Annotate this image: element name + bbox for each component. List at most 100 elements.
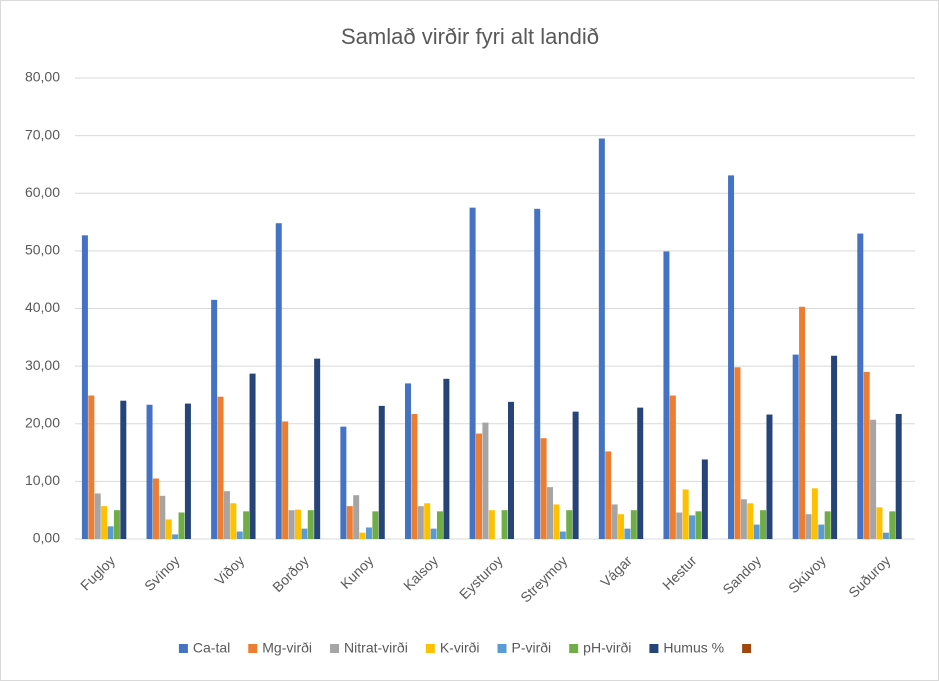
bar (876, 507, 883, 539)
bar (870, 419, 877, 539)
bar (824, 511, 831, 539)
bar (766, 414, 773, 539)
legend: Ca-tal Mg-virði Nitrat-virði K-virði P-virði… (178, 640, 752, 656)
bar (488, 510, 495, 539)
bar (211, 299, 218, 539)
bar (372, 511, 379, 539)
bar (689, 515, 696, 539)
bar (236, 531, 243, 539)
bar (443, 378, 450, 539)
chart-title: Samlað virðir fyri alt landið (341, 24, 599, 49)
bar (676, 512, 683, 539)
legend-label: Humus % (663, 640, 724, 656)
bar (107, 526, 114, 539)
y-tick-label: 10,00 (25, 472, 60, 488)
bar (243, 511, 250, 539)
legend-label: pH-virði (583, 640, 631, 656)
bar (547, 487, 554, 539)
bar (857, 233, 864, 539)
legend-label: P-virði (512, 640, 552, 656)
bar (695, 511, 702, 539)
bar (637, 407, 644, 539)
bar (534, 208, 541, 539)
bar (663, 251, 670, 540)
y-tick-label: 60,00 (25, 184, 60, 200)
bar (598, 138, 605, 539)
bar (566, 510, 573, 539)
bar (120, 400, 127, 539)
bar (701, 459, 708, 539)
bar (611, 504, 618, 539)
bar (146, 404, 153, 539)
bar (572, 411, 579, 539)
legend-swatch (742, 644, 752, 653)
bar (113, 510, 120, 539)
bar (359, 532, 366, 539)
bar (436, 511, 443, 539)
bar (94, 493, 101, 539)
bar (469, 207, 476, 539)
bar (682, 489, 689, 539)
bar (792, 354, 799, 539)
bar (353, 495, 360, 539)
bar (417, 506, 424, 539)
bar (294, 509, 301, 539)
bar (889, 511, 896, 539)
bar (178, 512, 185, 539)
bar (249, 373, 256, 539)
legend-label: Ca-tal (193, 640, 230, 656)
y-tick-label: 70,00 (25, 126, 60, 142)
bar (430, 528, 437, 539)
y-tick-label: 30,00 (25, 357, 60, 373)
bar (217, 396, 224, 539)
bar (378, 405, 385, 539)
bar (895, 413, 902, 539)
legend-swatch (330, 644, 340, 653)
bar (811, 488, 818, 539)
bar (618, 514, 625, 539)
legend-label: K-virði (440, 640, 480, 656)
legend-swatch (425, 644, 435, 653)
bar (365, 527, 372, 539)
bar (753, 524, 760, 539)
legend-swatch (497, 644, 507, 653)
legend-swatch (569, 644, 579, 653)
bar (605, 451, 612, 539)
bar (805, 514, 812, 539)
bar (275, 223, 282, 539)
bar (165, 519, 172, 539)
bar (223, 491, 230, 539)
bar (740, 499, 747, 539)
legend-swatch (248, 644, 258, 653)
bar (172, 534, 179, 539)
bar (346, 506, 353, 539)
bar (760, 510, 767, 539)
bar (230, 503, 237, 539)
bar (882, 532, 889, 539)
bar (734, 367, 741, 539)
bar (630, 510, 637, 539)
bar (404, 383, 411, 539)
bar (669, 395, 676, 539)
bar (559, 531, 566, 539)
bar (508, 401, 514, 539)
bar (482, 422, 489, 539)
legend-label: Mg-virði (262, 640, 312, 656)
bar (411, 413, 418, 539)
bar (340, 426, 347, 539)
bar (314, 358, 321, 539)
legend-swatch (649, 644, 659, 653)
legend-label: Nitrat-virði (344, 640, 408, 656)
y-tick-label: 20,00 (25, 414, 60, 430)
bar (863, 371, 870, 539)
bar (540, 438, 547, 539)
bar (728, 175, 735, 540)
bar (88, 395, 95, 539)
y-tick-label: 80,00 (25, 69, 60, 85)
y-tick-label: 50,00 (25, 242, 60, 258)
bar (501, 510, 508, 539)
bar (288, 510, 295, 539)
bar (476, 433, 482, 539)
